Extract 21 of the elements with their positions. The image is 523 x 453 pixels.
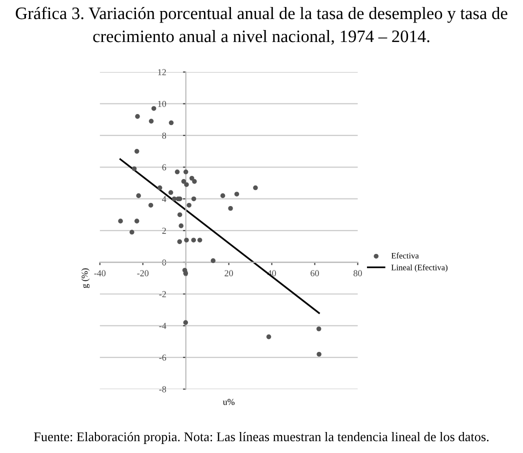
x-tick-label: -20 xyxy=(137,270,149,276)
legend-label: Efectiva xyxy=(391,252,419,258)
y-tick-label: -4 xyxy=(159,322,166,329)
y-tick-label: -2 xyxy=(159,291,166,298)
y-tick-label: 6 xyxy=(162,164,166,170)
y-axis-title: g (%) xyxy=(81,268,90,288)
y-tick-label: 10 xyxy=(158,100,166,107)
y-tick-label: -8 xyxy=(159,386,166,392)
legend-label: Lineal (Efectiva) xyxy=(391,264,448,272)
x-tick-label: -40 xyxy=(94,270,106,276)
y-tick-label: 12 xyxy=(158,69,166,76)
x-tick-label: 60 xyxy=(310,270,319,276)
y-tick-label: 2 xyxy=(162,228,166,234)
x-axis-title: u% xyxy=(222,398,235,406)
y-tick-label: 4 xyxy=(162,196,166,202)
chart-title: Gráfica 3. Variación porcentual anual de la tasa de desempleo y tasa de crecimiento anual a nivel nacional, 1974 – 2014. xyxy=(16,6,508,45)
x-tick-label: 80 xyxy=(354,270,362,276)
y-tick-label: 8 xyxy=(162,132,166,139)
x-tick-label: 20 xyxy=(224,270,233,276)
y-tick-label: -6 xyxy=(159,354,166,361)
source-note: Fuente: Elaboración propia. Nota: Las líneas muestran la tendencia lineal de los datos. xyxy=(34,432,489,444)
